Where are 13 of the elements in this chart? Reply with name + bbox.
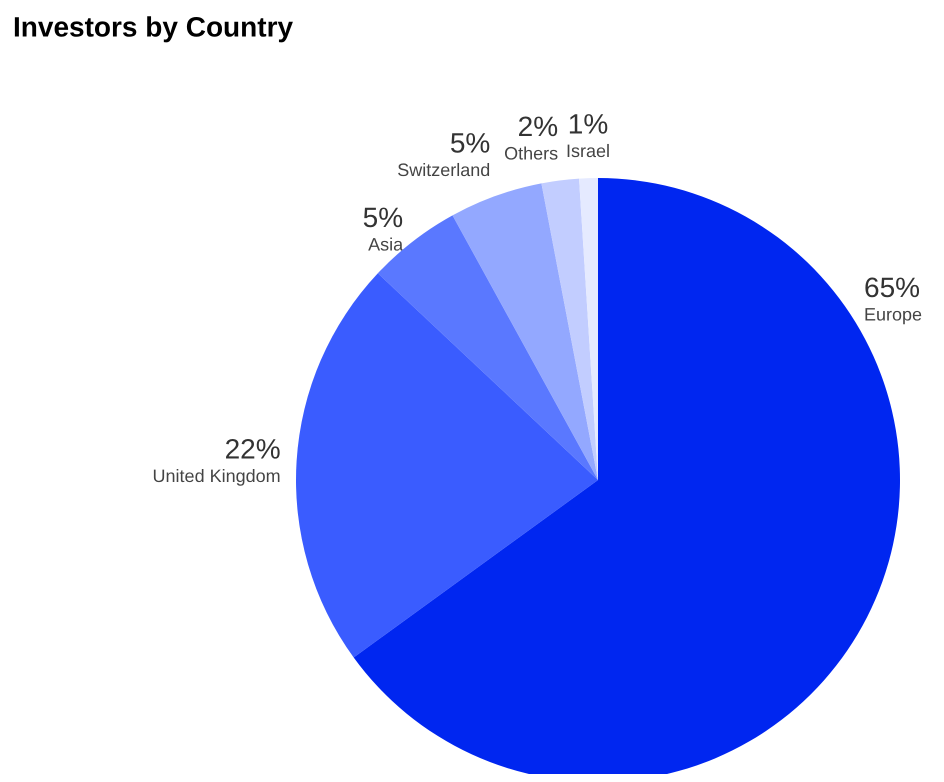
- slice-label: United Kingdom: [152, 466, 281, 486]
- slice-label: Israel: [566, 141, 610, 162]
- data-label: 22%: [224, 434, 281, 465]
- data-label: 5%: [450, 127, 490, 158]
- slice-label: Europe: [864, 304, 922, 325]
- data-label: 5%: [362, 202, 404, 234]
- data-label: 2%: [518, 111, 558, 142]
- data-label: 1%: [568, 108, 608, 140]
- chart-title: Investors by Country: [13, 12, 294, 42]
- data-label: 65%: [864, 272, 920, 304]
- slice-label: Others: [504, 144, 558, 164]
- slice-label: Switzerland: [397, 160, 490, 180]
- slice-label: Asia: [368, 234, 404, 255]
